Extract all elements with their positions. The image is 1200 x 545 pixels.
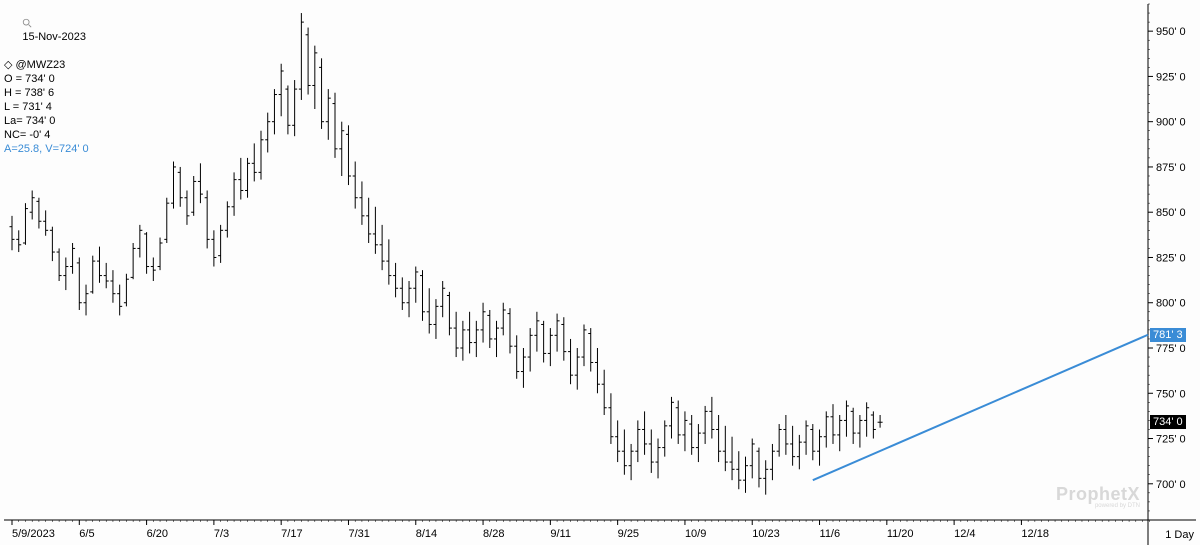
header-date: 15-Nov-2023: [22, 31, 86, 43]
svg-text:10/23: 10/23: [752, 528, 780, 540]
last-row: La= 734' 0: [4, 114, 89, 128]
svg-text:850' 0: 850' 0: [1156, 207, 1186, 219]
svg-text:8/28: 8/28: [483, 528, 504, 540]
svg-text:700' 0: 700' 0: [1156, 479, 1186, 491]
svg-text:950' 0: 950' 0: [1156, 26, 1186, 38]
open-row: O = 734' 0: [4, 72, 89, 86]
header-symbol: @MWZ23: [16, 59, 66, 71]
svg-text:875' 0: 875' 0: [1156, 162, 1186, 174]
chart-container[interactable]: 15-Nov-2023 ◇ @MWZ23 O = 734' 0 H = 738'…: [0, 0, 1200, 545]
svg-text:8/14: 8/14: [416, 528, 437, 540]
svg-text:9/11: 9/11: [550, 528, 571, 540]
svg-text:800' 0: 800' 0: [1156, 298, 1186, 310]
svg-text:11/20: 11/20: [887, 528, 914, 540]
timeframe-label: 1 Day: [1165, 529, 1194, 541]
watermark-main: ProphetX: [1056, 484, 1140, 504]
trendline-price-tag: 781' 3: [1150, 328, 1186, 342]
svg-text:7/31: 7/31: [348, 528, 369, 540]
svg-text:775' 0: 775' 0: [1156, 343, 1186, 355]
info-box: 15-Nov-2023 ◇ @MWZ23 O = 734' 0 H = 738'…: [4, 2, 89, 156]
watermark: ProphetX powered by DTN: [1056, 484, 1140, 509]
last-price-tag: 734' 0: [1150, 415, 1186, 429]
chart-svg[interactable]: 700' 0 725' 0 750' 0 775' 0 800' 0 825' 0 850'…: [0, 0, 1200, 545]
svg-text:7/17: 7/17: [281, 528, 302, 540]
svg-text:12/18: 12/18: [1021, 528, 1049, 540]
svg-text:925' 0: 925' 0: [1156, 71, 1186, 83]
svg-text:900' 0: 900' 0: [1156, 117, 1186, 129]
high-row: H = 738' 6: [4, 86, 89, 100]
svg-text:9/25: 9/25: [618, 528, 639, 540]
symbol-row: ◇ @MWZ23: [4, 58, 89, 72]
date-row: 15-Nov-2023: [4, 2, 89, 58]
svg-text:750' 0: 750' 0: [1156, 388, 1186, 400]
indicator-row: A=25.8, V=724' 0: [4, 142, 89, 156]
svg-text:7/3: 7/3: [214, 528, 229, 540]
svg-text:10/9: 10/9: [685, 528, 706, 540]
svg-text:5/9/2023: 5/9/2023: [12, 528, 55, 540]
svg-text:725' 0: 725' 0: [1156, 434, 1186, 446]
svg-text:6/5: 6/5: [79, 528, 94, 540]
svg-text:825' 0: 825' 0: [1156, 252, 1186, 264]
nc-row: NC= -0' 4: [4, 128, 89, 142]
svg-text:6/20: 6/20: [147, 528, 168, 540]
svg-text:11/6: 11/6: [820, 528, 841, 540]
svg-text:12/4: 12/4: [954, 528, 975, 540]
low-row: L = 731' 4: [4, 100, 89, 114]
magnify-icon: [22, 18, 32, 28]
